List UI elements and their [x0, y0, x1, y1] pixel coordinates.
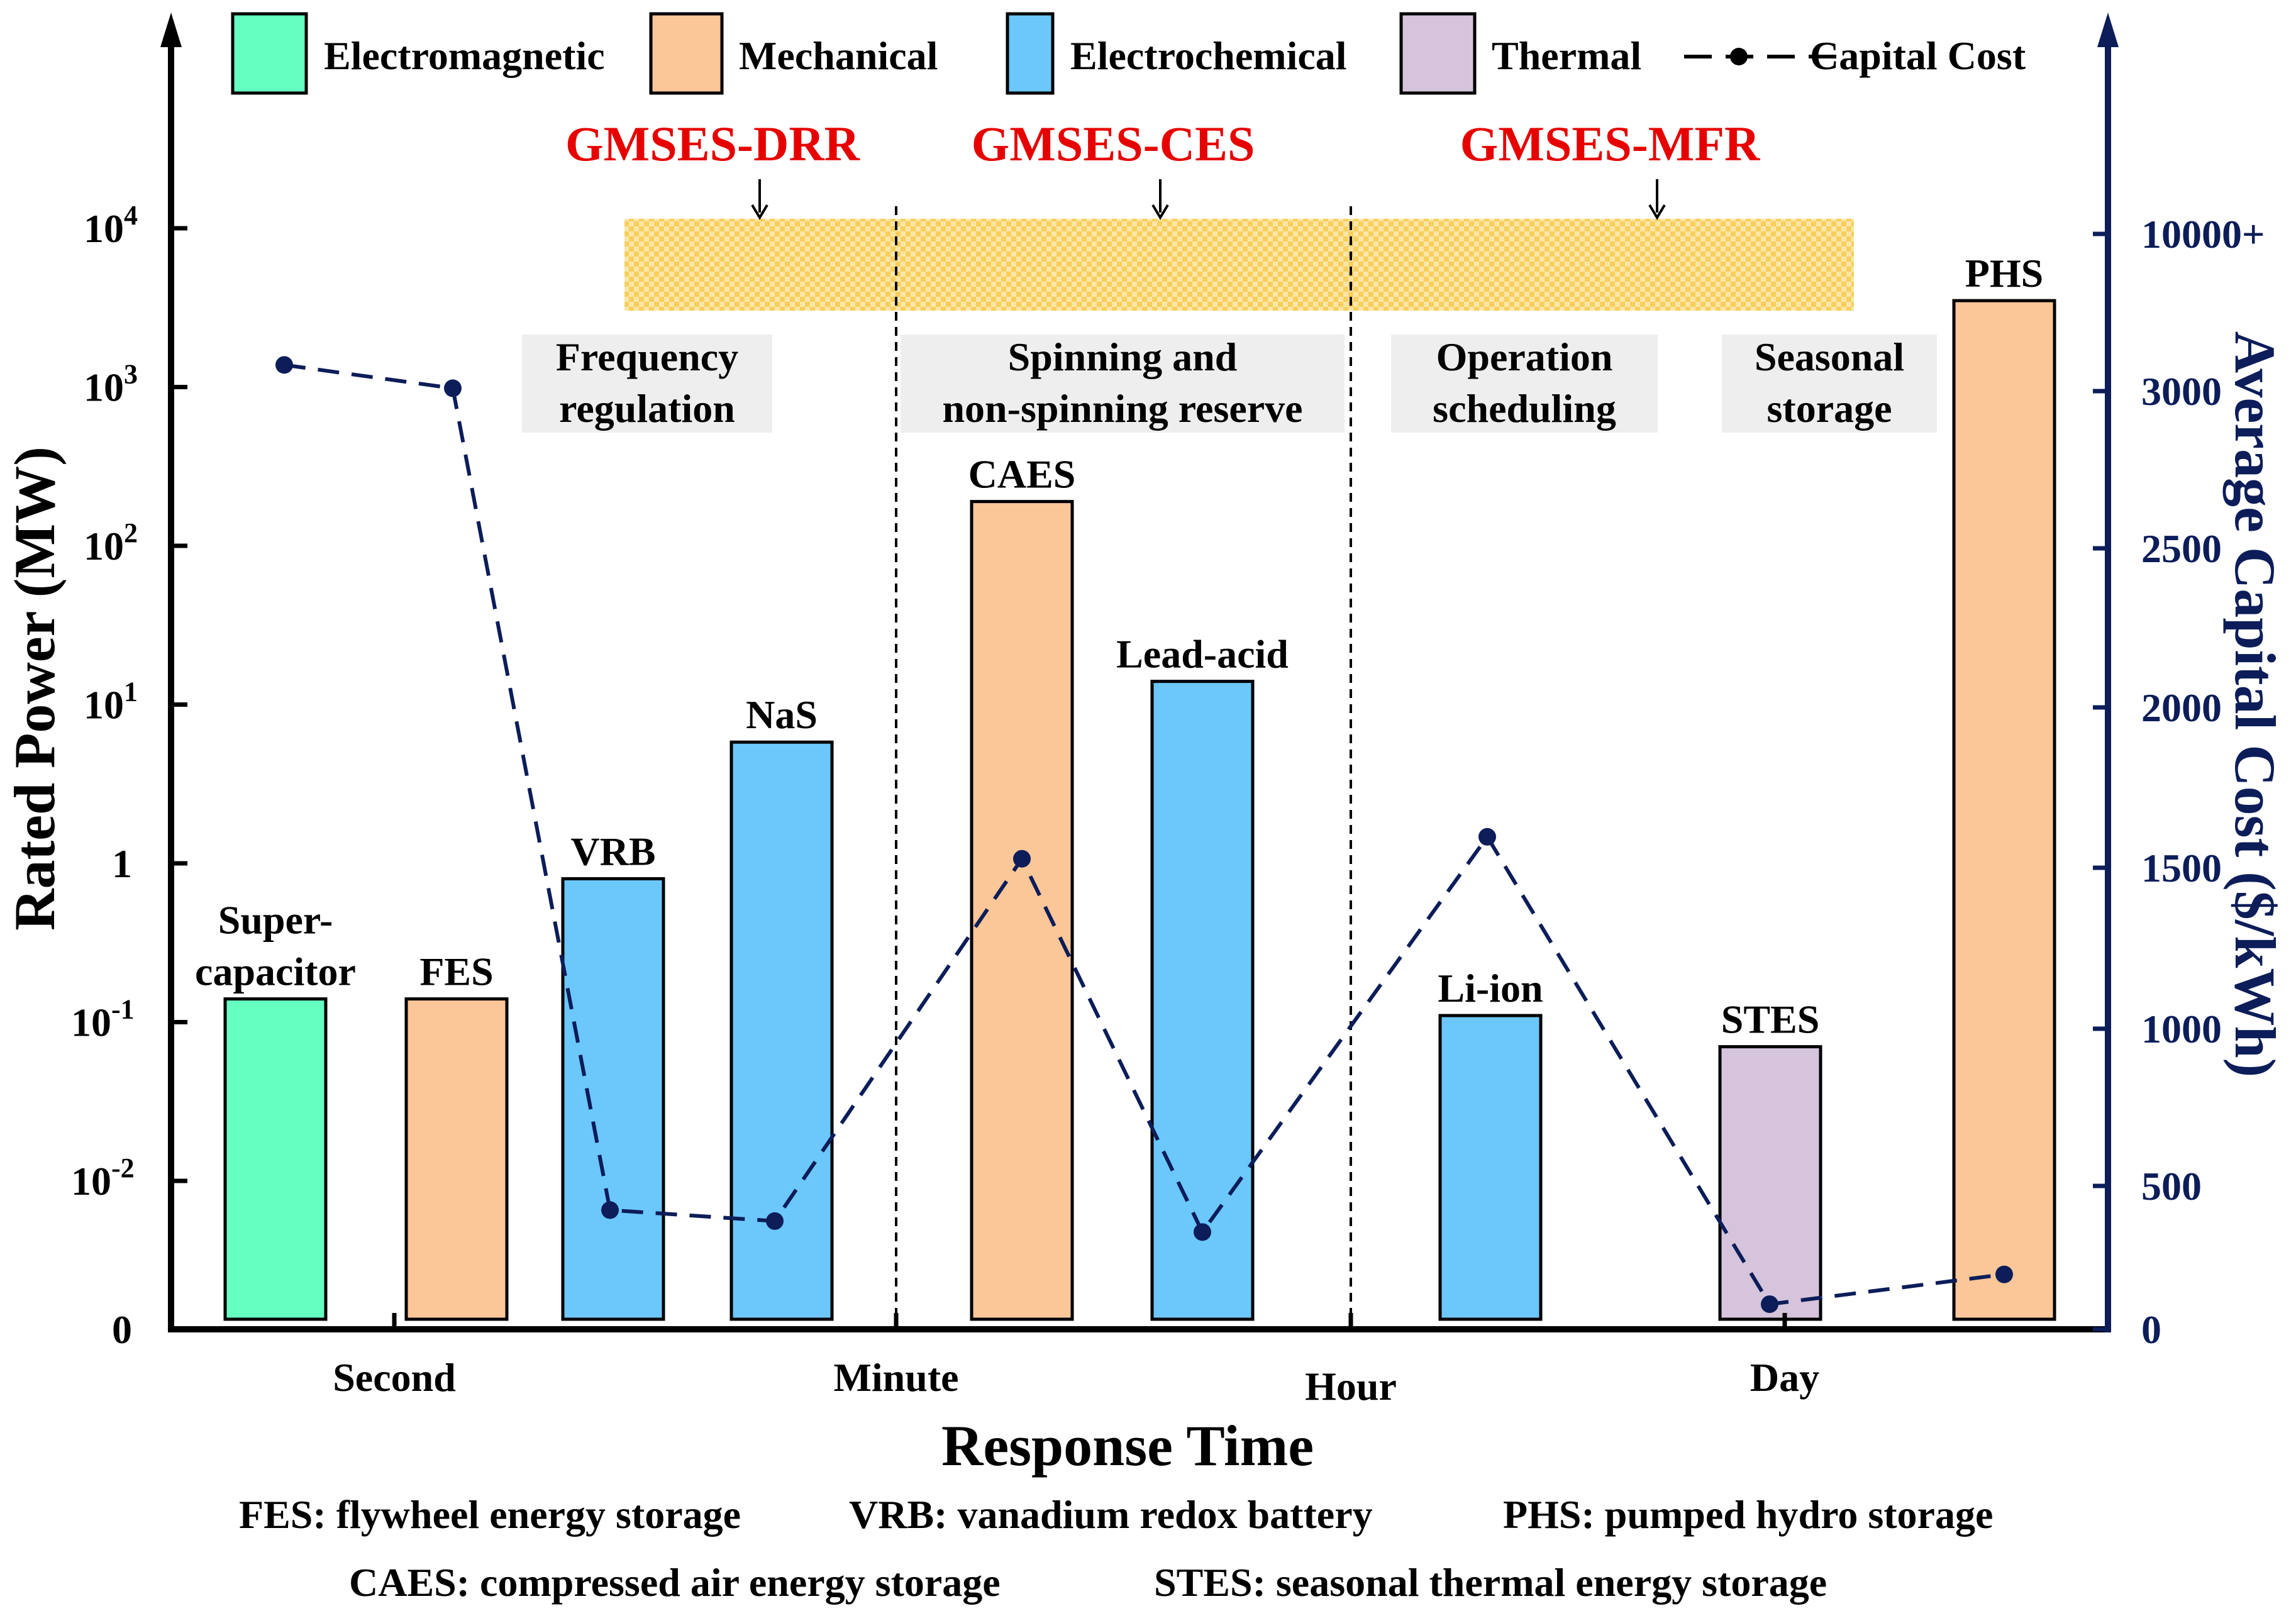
mode-band — [624, 219, 1854, 311]
bar-label: Super- — [218, 898, 333, 943]
cost-point — [1013, 850, 1031, 868]
cost-point — [275, 356, 293, 374]
category-label: regulation — [559, 386, 735, 431]
bar-label: Lead-acid — [1116, 632, 1289, 677]
footnote-4: CAES: compressed air energy storage — [349, 1560, 1001, 1605]
x-tick-label: Minute — [833, 1355, 958, 1400]
bar-lead-acid — [1150, 680, 1255, 1321]
legend-swatch-mechanical — [649, 12, 724, 95]
category-label: storage — [1766, 386, 1892, 431]
y2-tick-label: 2500 — [2141, 526, 2222, 571]
bar-label: STES — [1721, 997, 1820, 1042]
cost-point — [1478, 828, 1496, 846]
footnote-1: FES: flywheel energy storage — [239, 1492, 741, 1537]
cost-point — [1995, 1265, 2013, 1283]
category-label: scheduling — [1433, 386, 1616, 431]
y-tick-label: 103 — [84, 359, 138, 410]
bar-fes — [404, 997, 509, 1321]
legend-label-electromagnetic: Electromagnetic — [324, 33, 605, 78]
legend-label-mechanical: Mechanical — [739, 33, 938, 78]
category-box-1 — [522, 335, 772, 433]
y-tick-label: 104 — [84, 200, 138, 251]
legend-label-capital-cost: Capital Cost — [1810, 33, 2026, 78]
bar-label: Li-ion — [1438, 966, 1543, 1010]
y-tick-label: 1 — [112, 841, 132, 886]
footnote-2: VRB: vanadium redox battery — [849, 1492, 1373, 1537]
y2-tick-label: 0 — [2141, 1307, 2161, 1352]
bar-label: FES — [419, 949, 493, 994]
category-box-2 — [901, 335, 1345, 433]
y-tick-label: 10-2 — [71, 1153, 135, 1204]
x-tick-label: Day — [1750, 1355, 1819, 1400]
category-box-4 — [1722, 335, 1937, 433]
legend-label-thermal: Thermal — [1492, 33, 1641, 78]
y2-axis-title: Average Capital Cost ($/kWh) — [2223, 331, 2287, 1078]
y2-tick-label: 500 — [2141, 1164, 2202, 1209]
mode-arrow-head-3 — [1648, 204, 1666, 220]
y-tick-label: 101 — [84, 677, 138, 728]
y-tick-label: 10-1 — [71, 994, 135, 1045]
footnote-3: PHS: pumped hydro storage — [1503, 1492, 1993, 1537]
y2-tick-label: 1000 — [2141, 1007, 2222, 1051]
category-label: Seasonal — [1755, 335, 1904, 379]
y-tick-label: 0 — [112, 1307, 132, 1352]
bar-label: VRB — [570, 829, 655, 873]
x-axis-title: Response Time — [941, 1414, 1314, 1478]
cost-point — [601, 1201, 619, 1219]
mode-label-1: GMSES-DRR — [565, 116, 861, 171]
cost-point — [1761, 1295, 1778, 1314]
bar-li-ion — [1438, 1014, 1543, 1321]
y-tick-label: 102 — [84, 518, 138, 568]
bar-super-capacitor — [223, 997, 328, 1321]
bar-label: PHS — [1965, 251, 2043, 296]
legend-swatch-electrochemical — [1006, 12, 1055, 95]
bar-stes — [1718, 1045, 1822, 1321]
bar-label: CAES — [968, 452, 1076, 497]
legend-marker-capital-cost — [1730, 48, 1748, 65]
x-tick-label: Second — [333, 1355, 456, 1400]
category-label: Spinning and — [1008, 335, 1238, 379]
category-label: Frequency — [556, 335, 738, 379]
legend-label-electrochemical: Electrochemical — [1070, 33, 1347, 78]
y-axis-title: Rated Power (MW) — [3, 446, 67, 931]
cost-point — [766, 1212, 784, 1230]
category-label: non-spinning reserve — [942, 386, 1302, 431]
bar-nas — [729, 740, 834, 1321]
mode-arrow-head-1 — [751, 204, 768, 220]
bar-phs — [1952, 299, 2056, 1321]
y2-tick-label: 3000 — [2141, 369, 2222, 414]
category-label: Operation — [1436, 335, 1613, 379]
mode-arrow-head-2 — [1151, 204, 1169, 220]
cost-point — [444, 379, 462, 397]
mode-label-3: GMSES-MFR — [1460, 116, 1761, 171]
y-axis-right-arrow — [2097, 13, 2119, 47]
cost-point — [1194, 1223, 1211, 1241]
x-tick-label: Hour — [1305, 1364, 1397, 1409]
y-axis-left-arrow — [160, 13, 182, 47]
footnote-5: STES: seasonal thermal energy storage — [1154, 1560, 1827, 1605]
legend-swatch-electromagnetic — [231, 12, 308, 95]
y2-tick-label: 10000+ — [2141, 212, 2265, 257]
mode-label-2: GMSES-CES — [972, 116, 1255, 171]
bar-label: NaS — [746, 692, 818, 737]
y2-tick-label: 2000 — [2141, 685, 2222, 730]
legend-swatch-thermal — [1399, 12, 1477, 95]
category-box-3 — [1391, 335, 1658, 433]
bar-label: capacitor — [195, 949, 356, 994]
y2-tick-label: 1500 — [2141, 846, 2222, 890]
bar-vrb — [561, 877, 665, 1321]
